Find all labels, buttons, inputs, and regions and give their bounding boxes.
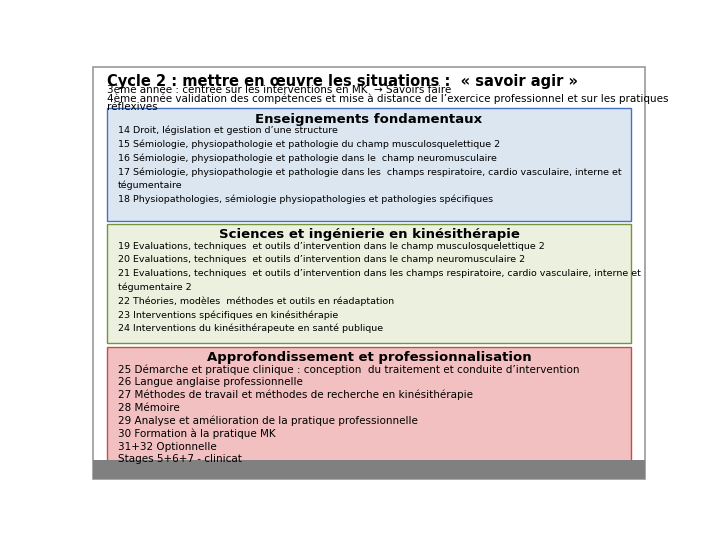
- Text: Approfondissement et professionnalisation: Approfondissement et professionnalisatio…: [207, 351, 531, 364]
- Text: 25 Démarche et pratique clinique : conception  du traitement et conduite d’inter: 25 Démarche et pratique clinique : conce…: [118, 364, 580, 375]
- Text: 26 Langue anglaise professionnelle: 26 Langue anglaise professionnelle: [118, 377, 303, 387]
- Text: 14 Droit, législation et gestion d’une structure: 14 Droit, législation et gestion d’une s…: [118, 126, 338, 136]
- Text: tégumentaire: tégumentaire: [118, 181, 183, 190]
- Text: 15 Sémiologie, physiopathologie et pathologie du champ musculosquelettique 2: 15 Sémiologie, physiopathologie et patho…: [118, 140, 500, 149]
- Text: 21 Evaluations, techniques  et outils d’intervention dans les champs respiratoir: 21 Evaluations, techniques et outils d’i…: [118, 269, 641, 278]
- Text: Stages 5+6+7 - clinicat: Stages 5+6+7 - clinicat: [118, 454, 242, 464]
- Text: 27 Méthodes de travail et méthodes de recherche en kinésithérapie: 27 Méthodes de travail et méthodes de re…: [118, 390, 473, 401]
- Text: 3ème année : centrée sur les interventions en MK  → Savoirs faire: 3ème année : centrée sur les interventio…: [107, 85, 451, 94]
- Text: 28 Mémoire: 28 Mémoire: [118, 403, 180, 413]
- FancyBboxPatch shape: [107, 109, 631, 221]
- Text: Sciences et ingénierie en kinésithérapie: Sciences et ingénierie en kinésithérapie: [219, 228, 519, 241]
- Text: 31+32 Optionnelle: 31+32 Optionnelle: [118, 442, 217, 451]
- FancyBboxPatch shape: [107, 347, 631, 461]
- Text: 23 Interventions spécifiques en kinésithérapie: 23 Interventions spécifiques en kinésith…: [118, 310, 338, 320]
- Text: tégumentaire 2: tégumentaire 2: [118, 282, 192, 292]
- FancyBboxPatch shape: [93, 460, 645, 478]
- Text: 29 Analyse et amélioration de la pratique professionnelle: 29 Analyse et amélioration de la pratiqu…: [118, 416, 418, 426]
- Text: 17 Sémiologie, physiopathologie et pathologie dans les  champs respiratoire, car: 17 Sémiologie, physiopathologie et patho…: [118, 167, 621, 177]
- Text: réflexives: réflexives: [107, 102, 158, 112]
- Text: 16 Sémiologie, physiopathologie et pathologie dans le  champ neuromusculaire: 16 Sémiologie, physiopathologie et patho…: [118, 153, 497, 163]
- FancyBboxPatch shape: [93, 67, 645, 478]
- Text: 4ème année validation des compétences et mise à distance de l’exercice professio: 4ème année validation des compétences et…: [107, 94, 668, 104]
- Text: Enseignements fondamentaux: Enseignements fondamentaux: [256, 113, 482, 126]
- Text: 20 Evaluations, techniques  et outils d’intervention dans le champ neuromusculai: 20 Evaluations, techniques et outils d’i…: [118, 255, 525, 264]
- Text: Cycle 2 : mettre en œuvre les situations :  « savoir agir »: Cycle 2 : mettre en œuvre les situations…: [107, 74, 577, 89]
- Text: 18 Physiopathologies, sémiologie physiopathologies et pathologies spécifiques: 18 Physiopathologies, sémiologie physiop…: [118, 194, 493, 204]
- Text: 24 Interventions du kinésithérapeute en santé publique: 24 Interventions du kinésithérapeute en …: [118, 324, 383, 333]
- FancyBboxPatch shape: [107, 224, 631, 343]
- Text: 19 Evaluations, techniques  et outils d’intervention dans le champ musculosquele: 19 Evaluations, techniques et outils d’i…: [118, 241, 544, 251]
- Text: 22 Théories, modèles  méthodes et outils en réadaptation: 22 Théories, modèles méthodes et outils …: [118, 296, 394, 306]
- Text: 30 Formation à la pratique MK: 30 Formation à la pratique MK: [118, 429, 276, 439]
